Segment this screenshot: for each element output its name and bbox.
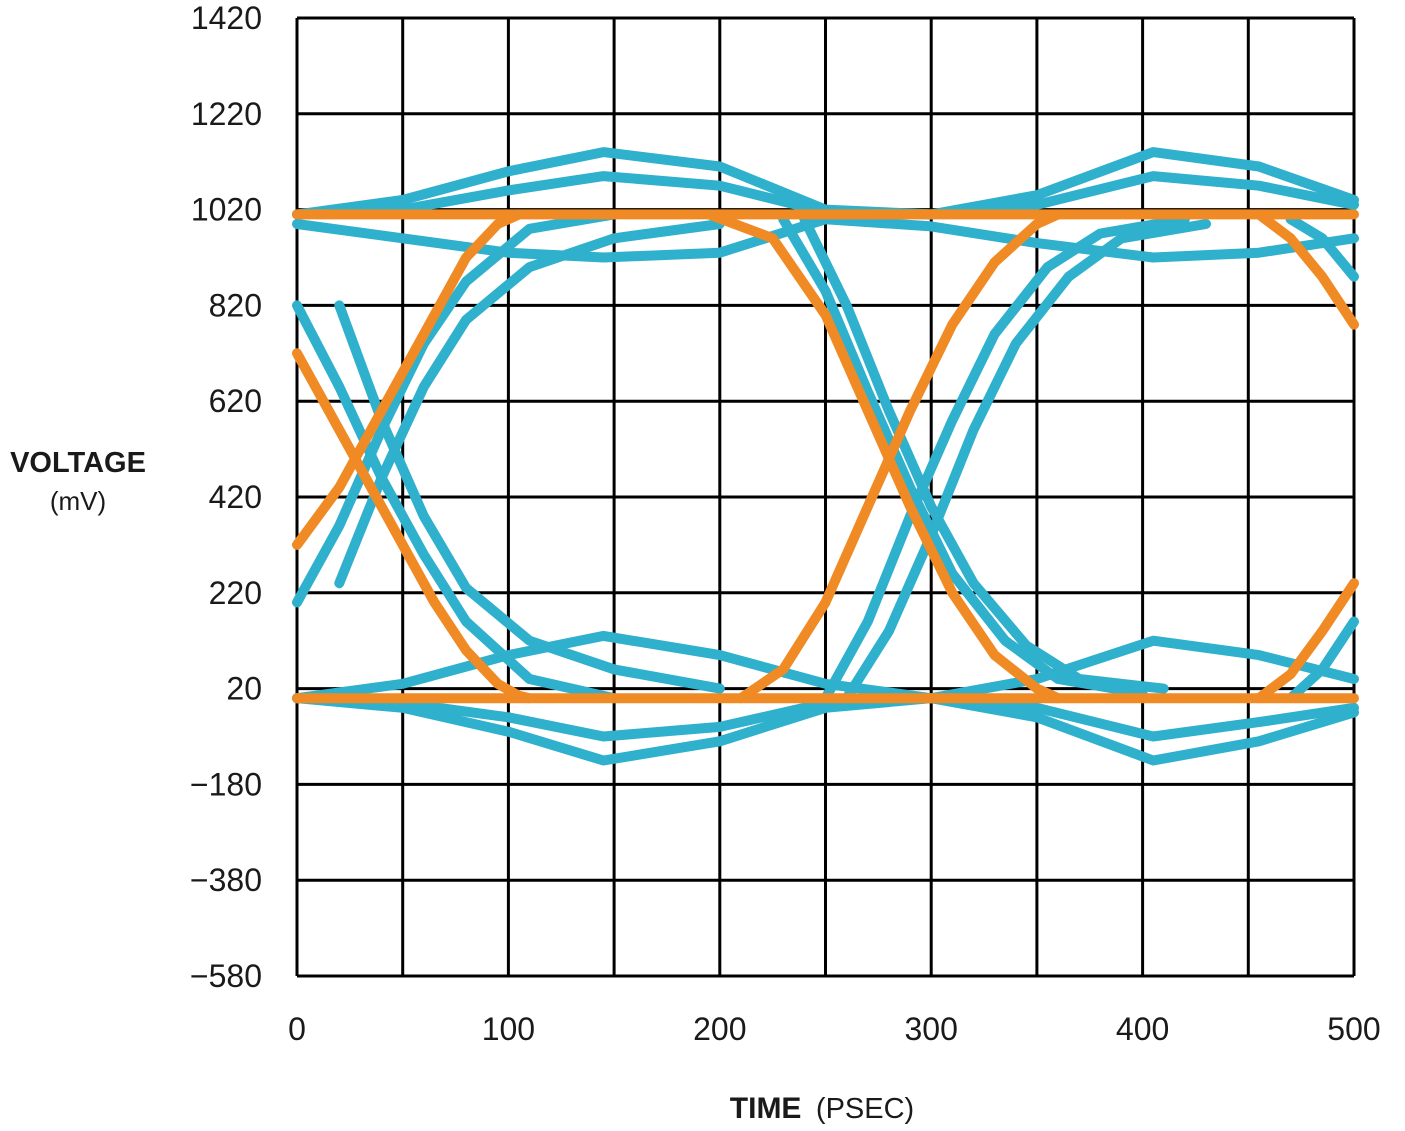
series-trace (1253, 578, 1359, 704)
series-trace (292, 348, 535, 704)
x-tick-label: 100 (482, 1011, 535, 1047)
series-trace (1285, 214, 1359, 282)
x-tick-label: 0 (288, 1011, 306, 1047)
y-tick-label: 420 (209, 479, 262, 515)
series-trace (1253, 209, 1359, 330)
x-axis-title: TIME (PSEC) (730, 1092, 914, 1125)
x-tick-label: 400 (1116, 1011, 1169, 1047)
axis-layer: 1420 1220 1020 820 620 420 220 20 −180 −380 −580 0 1… (190, 0, 1381, 1047)
y-axis-unit: (mV) (50, 486, 106, 516)
x-tick-label: 200 (693, 1011, 746, 1047)
series-trace (735, 209, 1063, 704)
y-tick-label: 1020 (191, 192, 262, 228)
y-tick-label: 20 (226, 671, 262, 707)
data-layer (292, 147, 1359, 766)
x-axis-label: TIME (730, 1092, 802, 1125)
series-trace (292, 300, 620, 704)
y-tick-label: 1220 (191, 96, 262, 132)
series-trace (704, 209, 1063, 704)
y-tick-label: 220 (209, 575, 262, 611)
x-axis-unit: (PSEC) (816, 1093, 914, 1125)
y-tick-label: −380 (190, 862, 262, 898)
series-trace (334, 219, 725, 589)
y-tick-label: 620 (209, 383, 262, 419)
y-tick-label: 1420 (191, 0, 262, 36)
x-tick-label: 300 (905, 1011, 958, 1047)
series-trace (1285, 616, 1359, 704)
series-trace (841, 219, 1211, 704)
series-trace (292, 209, 524, 550)
series-trace (799, 214, 1169, 694)
y-tick-label: −180 (190, 766, 262, 802)
y-axis-title: VOLTAGE (mV) (10, 447, 146, 516)
series-orange (292, 209, 1359, 704)
y-tick-label: 820 (209, 287, 262, 323)
series-trace (820, 214, 1190, 704)
x-tick-label: 500 (1327, 1011, 1380, 1047)
y-axis-label: VOLTAGE (10, 447, 146, 479)
y-tick-label: −580 (190, 958, 262, 994)
